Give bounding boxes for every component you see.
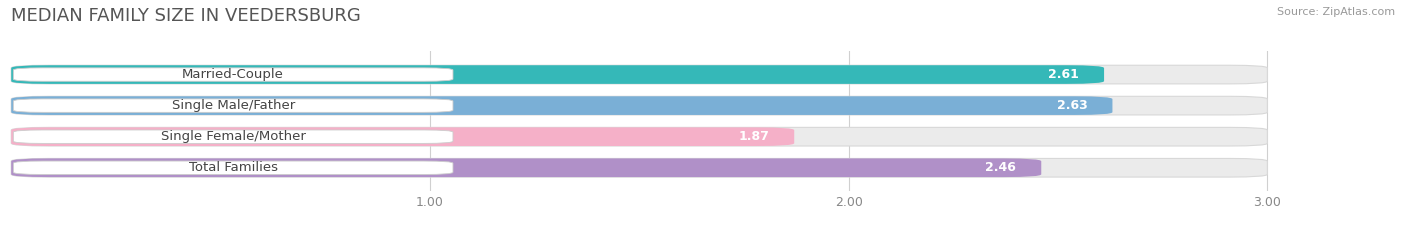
Text: Source: ZipAtlas.com: Source: ZipAtlas.com: [1277, 7, 1395, 17]
FancyBboxPatch shape: [11, 65, 1104, 84]
FancyBboxPatch shape: [13, 130, 453, 143]
FancyBboxPatch shape: [11, 158, 1042, 177]
Text: Single Female/Mother: Single Female/Mother: [160, 130, 305, 143]
Text: Single Male/Father: Single Male/Father: [172, 99, 295, 112]
FancyBboxPatch shape: [11, 127, 794, 146]
FancyBboxPatch shape: [11, 158, 1267, 177]
FancyBboxPatch shape: [13, 161, 453, 175]
FancyBboxPatch shape: [13, 99, 453, 112]
FancyBboxPatch shape: [13, 68, 453, 81]
Text: 2.61: 2.61: [1047, 68, 1078, 81]
Text: 2.63: 2.63: [1056, 99, 1087, 112]
Text: MEDIAN FAMILY SIZE IN VEEDERSBURG: MEDIAN FAMILY SIZE IN VEEDERSBURG: [11, 7, 361, 25]
Text: 2.46: 2.46: [986, 161, 1017, 174]
Text: Married-Couple: Married-Couple: [183, 68, 284, 81]
FancyBboxPatch shape: [11, 96, 1267, 115]
FancyBboxPatch shape: [11, 96, 1112, 115]
FancyBboxPatch shape: [11, 127, 1267, 146]
FancyBboxPatch shape: [11, 65, 1267, 84]
Text: Total Families: Total Families: [188, 161, 277, 174]
Text: 1.87: 1.87: [738, 130, 769, 143]
